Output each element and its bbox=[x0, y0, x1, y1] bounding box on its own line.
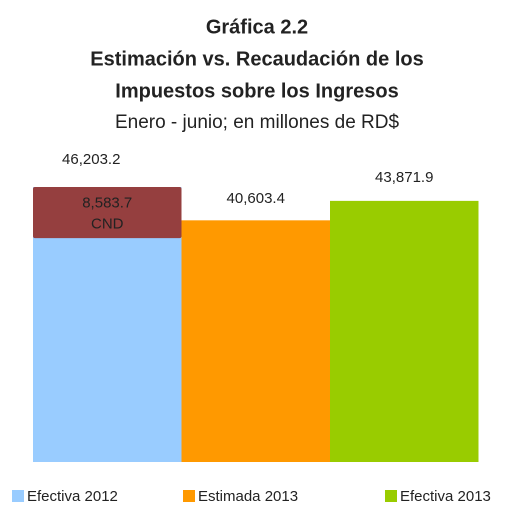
segment-label: 8,583.7 bbox=[82, 195, 132, 212]
value-label: 40,603.4 bbox=[227, 190, 285, 207]
legend-label: Estimada 2013 bbox=[198, 488, 298, 505]
legend-swatch bbox=[183, 490, 195, 502]
legend-swatch bbox=[12, 490, 24, 502]
segment-label: CND bbox=[91, 216, 124, 233]
bar bbox=[330, 200, 479, 462]
bar bbox=[181, 220, 330, 462]
legend-label: Efectiva 2012 bbox=[27, 488, 118, 505]
segment bbox=[33, 187, 182, 239]
value-label: 46,203.2 bbox=[62, 151, 120, 168]
value-label: 43,871.9 bbox=[375, 169, 433, 186]
legend-label: Efectiva 2013 bbox=[400, 488, 491, 505]
chart-title: Estimación vs. Recaudación de los bbox=[90, 48, 423, 70]
chart-subtitle: Enero - junio; en millones de RD$ bbox=[115, 112, 400, 133]
chart-title: Gráfica 2.2 bbox=[206, 16, 308, 38]
chart-title: Impuestos sobre los Ingresos bbox=[115, 80, 398, 102]
legend-swatch bbox=[385, 490, 397, 502]
